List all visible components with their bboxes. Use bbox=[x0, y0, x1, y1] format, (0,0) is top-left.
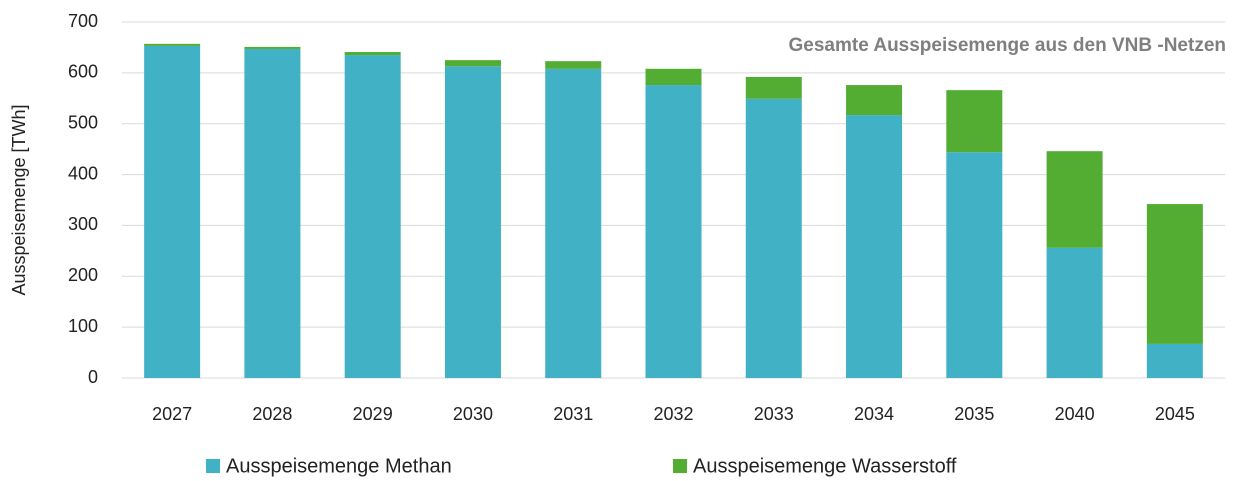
x-tick-label: 2029 bbox=[353, 404, 393, 424]
bar-segment bbox=[745, 98, 802, 379]
bar-segment bbox=[645, 68, 702, 86]
bar-segment bbox=[344, 52, 401, 56]
bar-segment bbox=[745, 76, 802, 99]
bar-segment bbox=[1046, 247, 1103, 378]
legend-label: Ausspeisemenge Wasserstoff bbox=[693, 455, 957, 477]
y-tick-label: 100 bbox=[68, 316, 98, 336]
bar-segment bbox=[946, 152, 1003, 378]
bar-segment bbox=[846, 85, 903, 116]
bar-segment bbox=[1146, 343, 1203, 378]
bar-segment bbox=[144, 45, 201, 378]
x-tick-label: 2028 bbox=[252, 404, 292, 424]
legend-swatch bbox=[206, 459, 220, 473]
legend-label: Ausspeisemenge Methan bbox=[226, 455, 452, 477]
bar-segment bbox=[846, 115, 903, 378]
y-tick-label: 200 bbox=[68, 265, 98, 285]
bar-segment bbox=[244, 46, 301, 49]
bar-segment bbox=[545, 61, 602, 69]
x-tick-label: 2031 bbox=[553, 404, 593, 424]
bar-segment bbox=[144, 43, 201, 46]
chart-title: Gesamte Ausspeisemenge aus den VNB -Netz… bbox=[789, 35, 1227, 56]
x-tick-label: 2033 bbox=[754, 404, 794, 424]
bar-segment bbox=[1146, 204, 1203, 344]
bar-segment bbox=[244, 48, 301, 378]
bar-segment bbox=[444, 66, 501, 378]
bar-segment bbox=[946, 90, 1003, 153]
bar-segment bbox=[645, 85, 702, 378]
legend-swatch bbox=[673, 459, 687, 473]
x-tick-label: 2032 bbox=[653, 404, 693, 424]
y-axis-label: Ausspeisemenge [TWh] bbox=[9, 104, 29, 295]
x-tick-label: 2034 bbox=[854, 404, 894, 424]
y-tick-label: 700 bbox=[68, 11, 98, 31]
bar-segment bbox=[444, 60, 501, 67]
x-tick-label: 2045 bbox=[1155, 404, 1195, 424]
bar-segment bbox=[1046, 151, 1103, 248]
x-tick-label: 2035 bbox=[954, 404, 994, 424]
bar-segment bbox=[344, 55, 401, 379]
x-tick-label: 2027 bbox=[152, 404, 192, 424]
bar-segment bbox=[545, 68, 602, 378]
y-tick-label: 500 bbox=[68, 112, 98, 132]
y-tick-label: 300 bbox=[68, 214, 98, 234]
y-tick-label: 400 bbox=[68, 163, 98, 183]
x-tick-label: 2030 bbox=[453, 404, 493, 424]
y-tick-label: 0 bbox=[88, 367, 98, 387]
x-tick-label: 2040 bbox=[1055, 404, 1095, 424]
y-tick-label: 600 bbox=[68, 62, 98, 82]
